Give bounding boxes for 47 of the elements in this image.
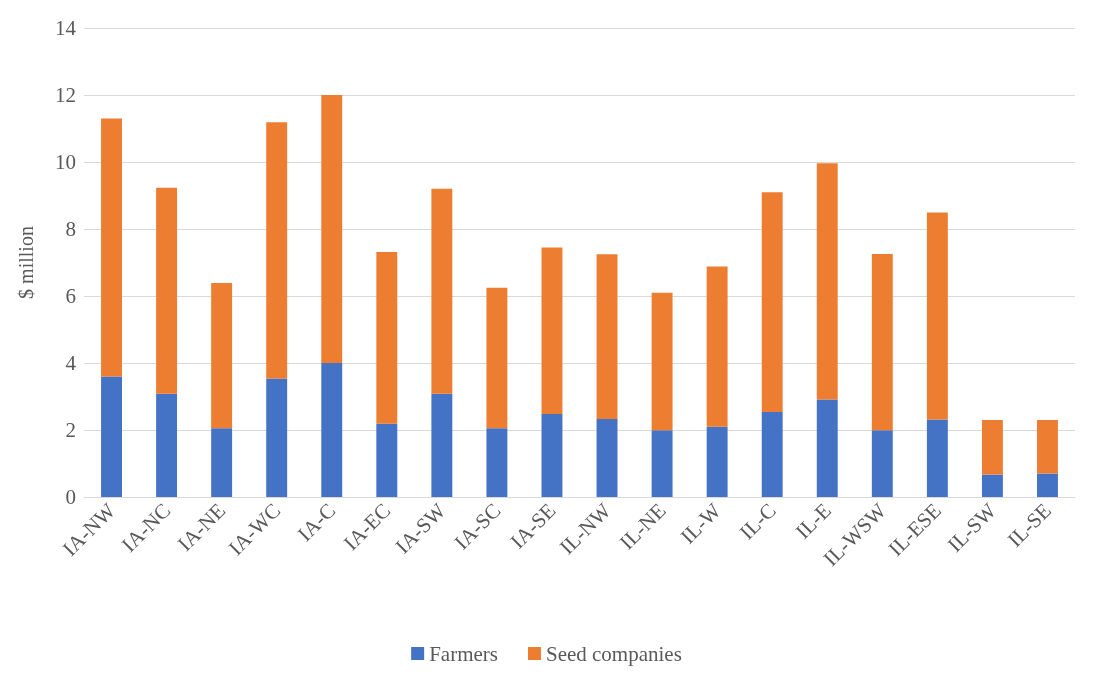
bar xyxy=(156,187,178,394)
bar xyxy=(596,254,618,419)
bar xyxy=(651,292,673,431)
y-tick-label: 0 xyxy=(65,485,76,509)
bar xyxy=(1037,419,1058,474)
bar xyxy=(431,188,453,394)
bar xyxy=(651,430,673,497)
y-tick-label: 14 xyxy=(55,16,77,40)
bar xyxy=(376,423,398,497)
bar xyxy=(211,428,233,497)
bar xyxy=(871,254,893,431)
y-tick-label: 6 xyxy=(65,284,76,308)
bar xyxy=(211,282,233,429)
y-tick-label: 10 xyxy=(55,150,76,174)
bar xyxy=(486,428,508,497)
bar xyxy=(101,118,122,377)
bar xyxy=(816,163,838,400)
y-tick-label: 12 xyxy=(55,83,76,107)
bar xyxy=(156,393,178,497)
bar xyxy=(321,95,343,363)
bar xyxy=(981,474,1003,497)
bar xyxy=(871,430,893,497)
bar xyxy=(706,426,728,497)
bar xyxy=(266,378,288,497)
bar xyxy=(926,212,948,420)
bar xyxy=(486,287,508,429)
bar xyxy=(816,399,838,497)
bar xyxy=(266,122,288,379)
y-axis-title: $ million xyxy=(15,226,37,299)
bar xyxy=(541,413,563,497)
bar xyxy=(761,411,783,497)
bar xyxy=(761,192,783,412)
y-tick-label: 8 xyxy=(65,217,76,241)
bar xyxy=(431,393,453,497)
bar xyxy=(376,252,398,424)
bar xyxy=(101,376,122,497)
bar xyxy=(321,363,343,497)
bar xyxy=(596,418,618,497)
y-tick-label: 2 xyxy=(65,418,76,442)
bar xyxy=(541,247,563,414)
legend-label: Farmers xyxy=(429,641,498,666)
bar xyxy=(706,266,728,427)
y-tick-label: 4 xyxy=(65,351,77,375)
bar xyxy=(981,419,1003,475)
legend-label: Seed companies xyxy=(545,641,682,666)
bar xyxy=(926,419,948,497)
bar xyxy=(1037,473,1058,497)
